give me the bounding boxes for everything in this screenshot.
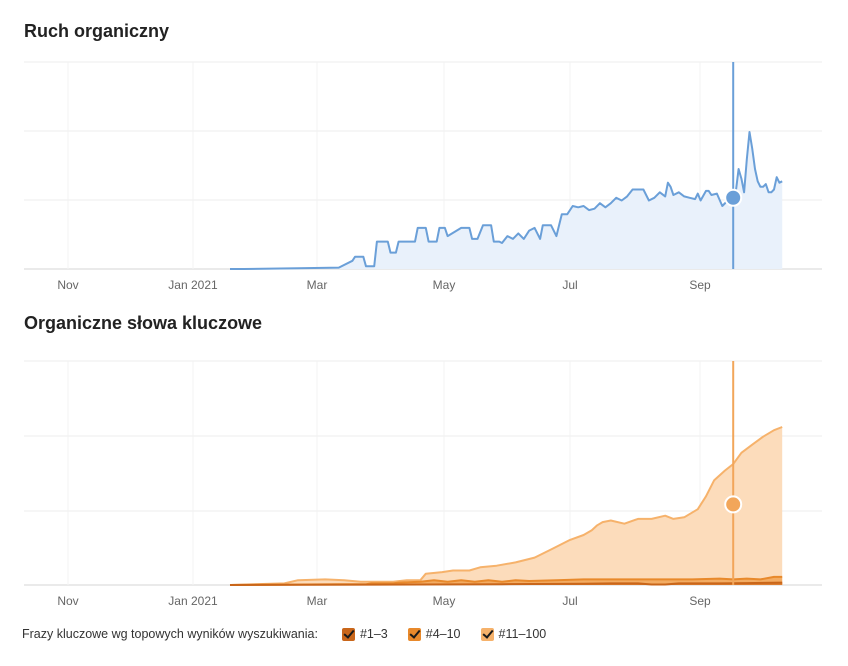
x-tick-label: Nov [57, 594, 78, 608]
series-area [230, 427, 783, 585]
hover-point [724, 495, 743, 514]
legend-label-top100: #11–100 [498, 627, 547, 641]
x-tick-label: May [433, 594, 456, 608]
legend-label-top10: #4–10 [425, 627, 461, 641]
x-tick-label: May [433, 278, 456, 292]
keywords-chart-title: Organiczne słowa kluczowe [24, 313, 263, 333]
series-line [229, 575, 783, 586]
legend-label-top3: #1–3 [359, 627, 388, 641]
x-tick-label: Nov [57, 278, 78, 292]
legend-item-top3[interactable]: #1–3 [341, 627, 388, 641]
series-line [229, 581, 783, 586]
legend-item-top10[interactable]: #4–10 [407, 627, 461, 641]
legend-item-top100[interactable]: #11–100 [480, 627, 547, 641]
x-tick-label: Jul [562, 278, 577, 292]
series-line [230, 131, 783, 270]
x-tick-label: Sep [689, 278, 711, 292]
x-tick-label: Jul [562, 594, 577, 608]
legend: Frazy kluczowe wg topowych wyników wyszu… [22, 624, 566, 644]
series-line [229, 426, 783, 586]
series-area [230, 132, 783, 269]
legend-checkbox-top100[interactable] [480, 627, 494, 641]
x-tick-label: Jan 2021 [168, 278, 218, 292]
x-tick-label: Jan 2021 [168, 594, 218, 608]
x-tick-label: Mar [307, 278, 328, 292]
legend-checkbox-top10[interactable] [407, 627, 421, 641]
traffic-chart-title: Ruch organiczny [24, 21, 170, 41]
legend-title: Frazy kluczowe wg topowych wyników wyszu… [22, 627, 318, 641]
x-tick-label: Mar [307, 594, 328, 608]
hover-point [724, 188, 743, 207]
x-tick-label: Sep [689, 594, 711, 608]
legend-checkbox-top3[interactable] [341, 627, 355, 641]
